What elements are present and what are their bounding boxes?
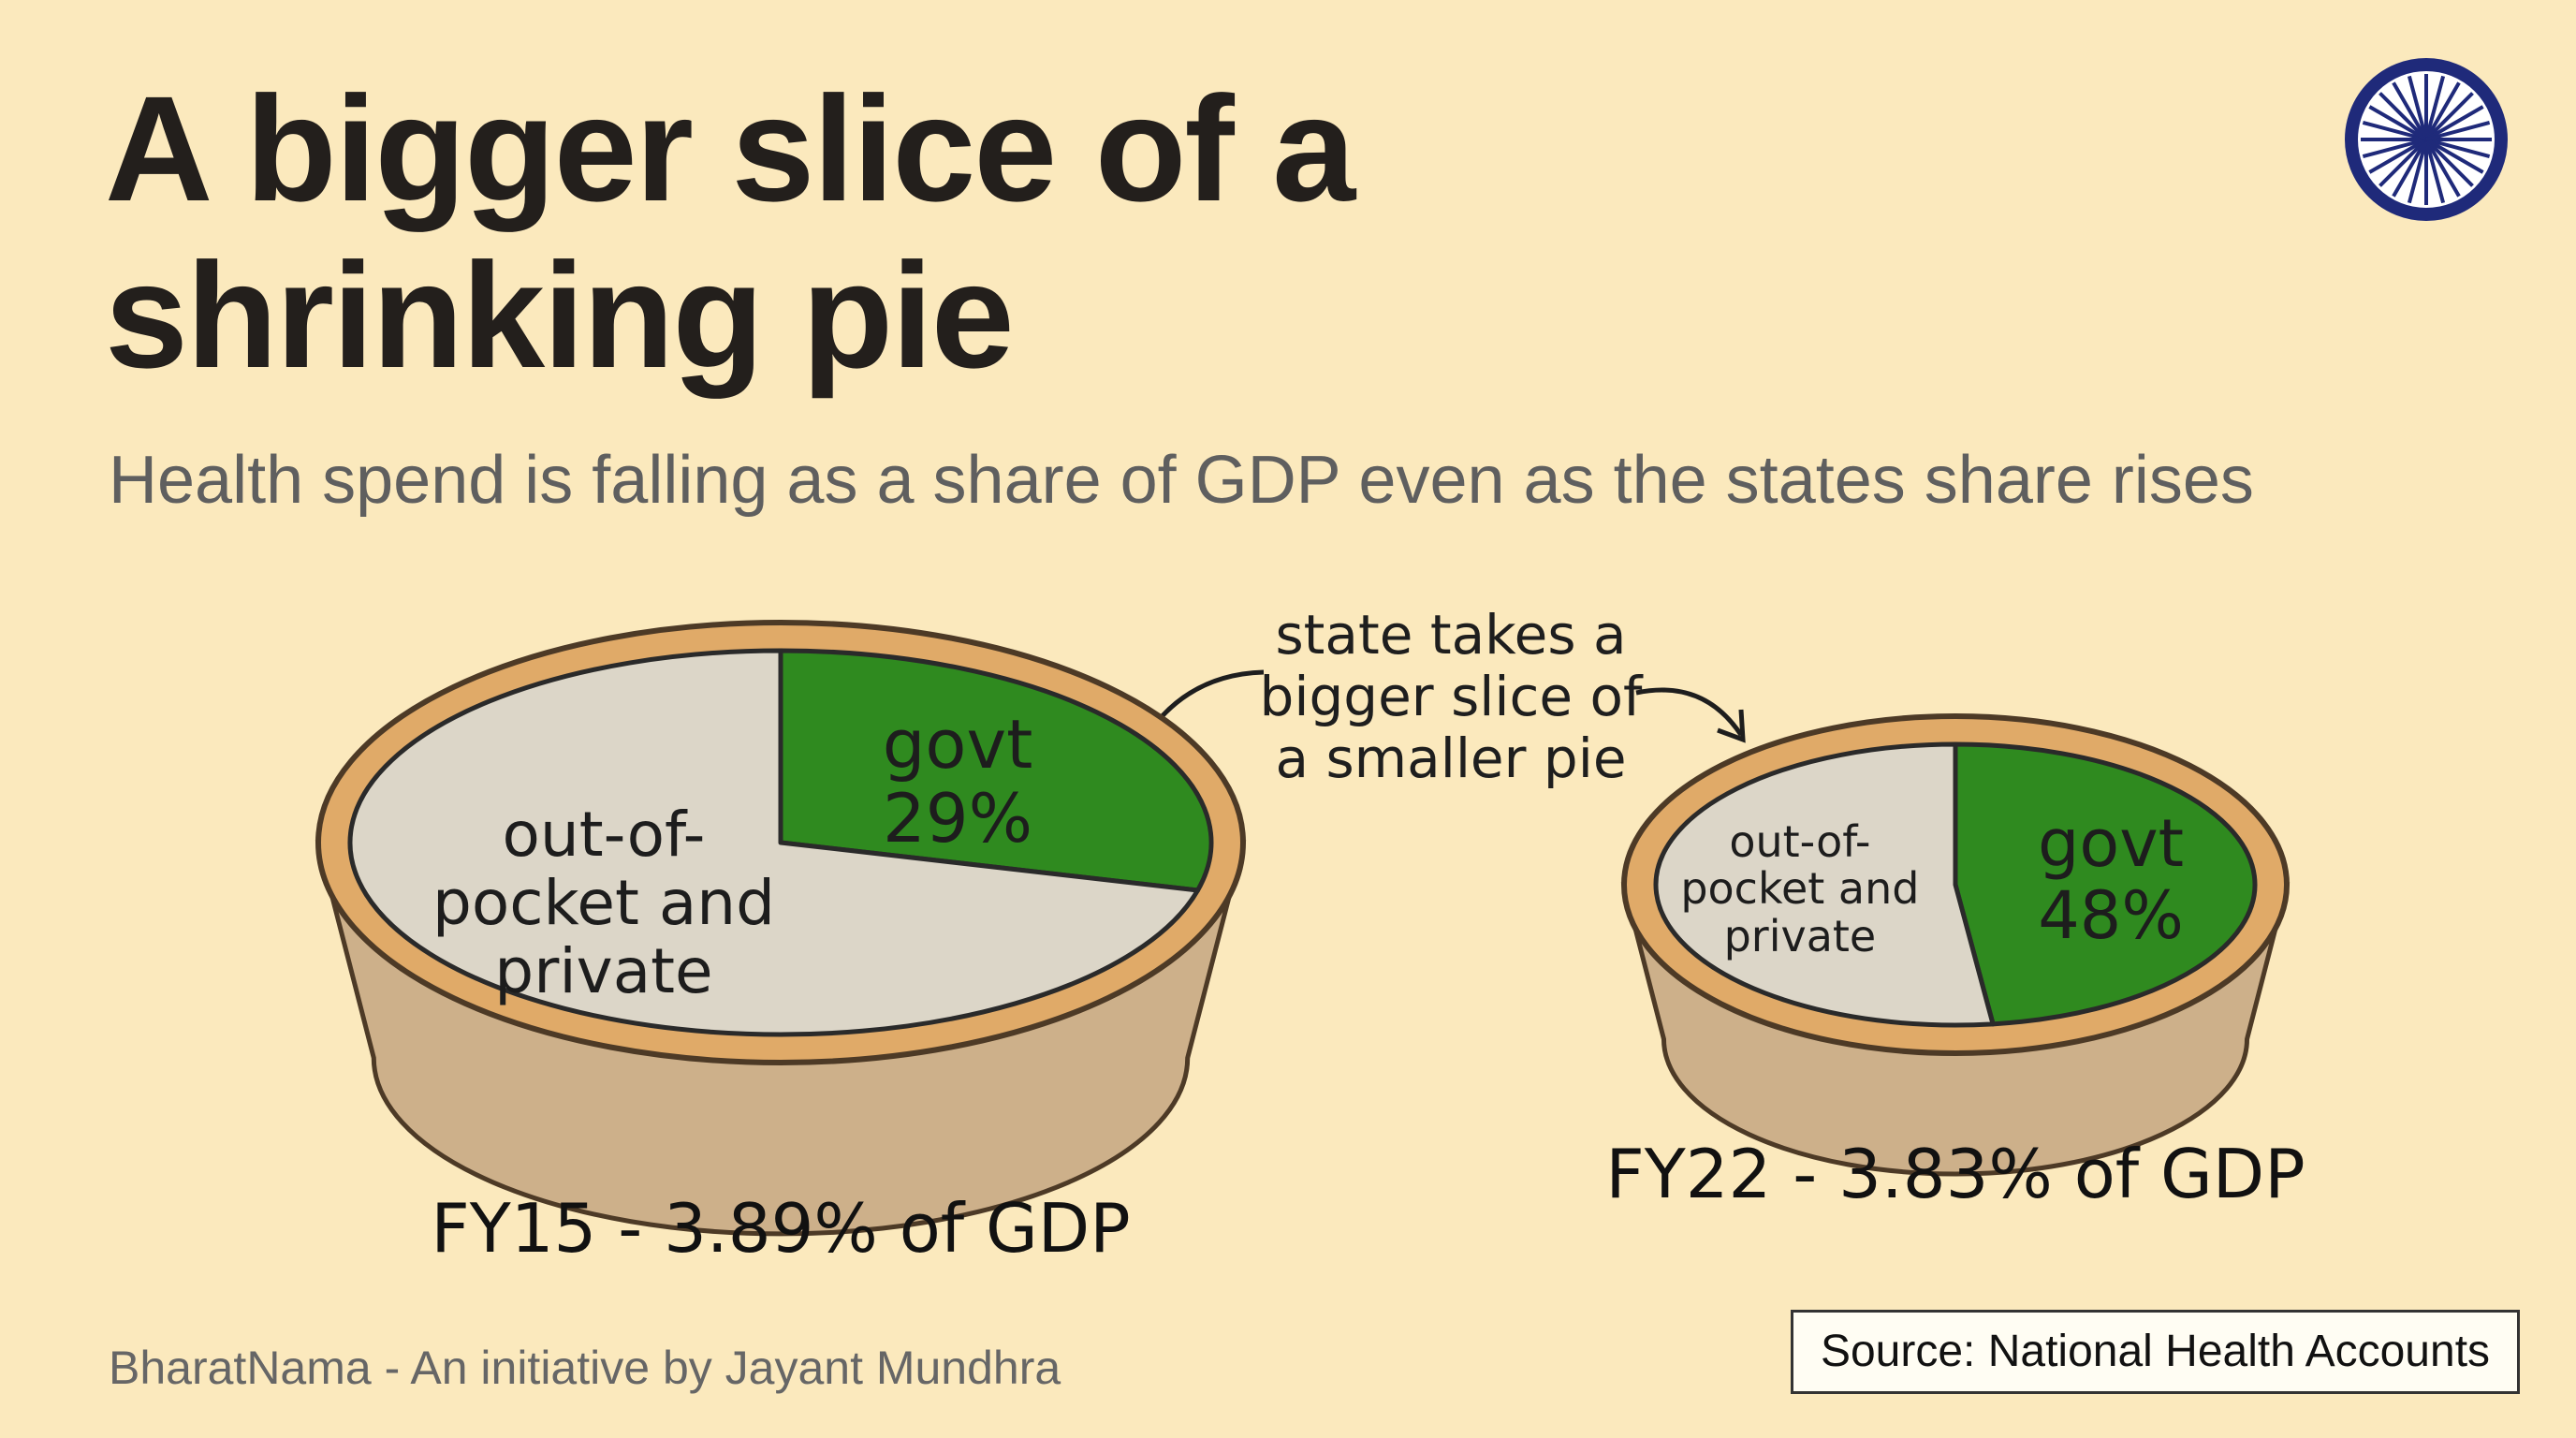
pie-slice bbox=[1653, 741, 1996, 1028]
annotation-arrow bbox=[1635, 687, 1744, 737]
pie-slice bbox=[347, 648, 1201, 1037]
slice-label: out-of-pocket and private bbox=[1658, 818, 1942, 961]
source: Source: National Health Accounts bbox=[1791, 1310, 2520, 1394]
arrow-head bbox=[1717, 709, 1746, 743]
annotation-arrow bbox=[1156, 669, 1265, 723]
subtitle: Health spend is falling as a share of GD… bbox=[109, 443, 2254, 518]
title: A bigger slice of a shrinking pie bbox=[105, 65, 1355, 399]
pie-slice bbox=[1953, 741, 2258, 1027]
category-label: govt bbox=[2037, 805, 2185, 883]
pie-title: FY15 - 3.89% of GDP bbox=[431, 1189, 1131, 1268]
value-label: 48% bbox=[2038, 877, 2184, 955]
value-label: 29% bbox=[882, 778, 1033, 858]
slice-label: out-of-pocket and private bbox=[399, 801, 808, 1005]
emblem bbox=[2345, 58, 2508, 221]
footer: BharatNama - An initiative by Jayant Mun… bbox=[109, 1342, 1061, 1394]
category-label: out-of-pocket and private bbox=[1680, 816, 1920, 962]
category-label: out-of-pocket and private bbox=[432, 799, 776, 1007]
category-label: govt bbox=[882, 704, 1033, 784]
annotation: state takes a bigger slice of a smaller … bbox=[1259, 603, 1643, 790]
slice-label: govt 48% bbox=[2038, 808, 2184, 952]
pie-title: FY22 - 3.83% of GDP bbox=[1605, 1135, 2305, 1213]
slice-label: govt 29% bbox=[882, 704, 1033, 858]
pie-slice bbox=[778, 648, 1214, 893]
